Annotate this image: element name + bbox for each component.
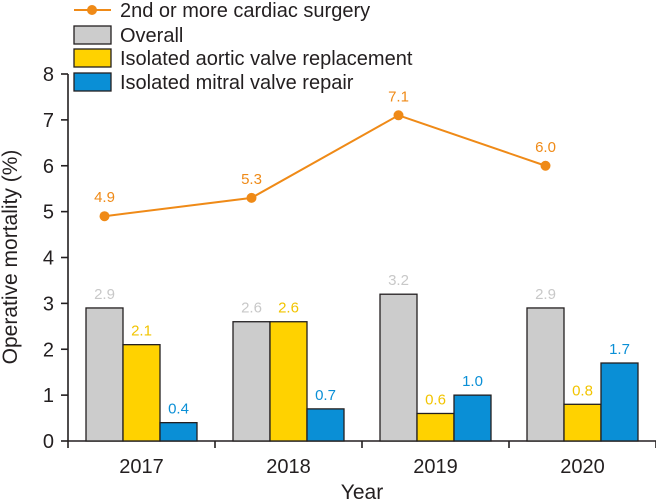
bar [306,408,345,442]
bar-data-label: 2.6 [241,300,262,317]
line-series [104,114,546,218]
y-tick-label: 4 [43,248,54,270]
bar [85,307,124,442]
legend-bar-swatch [73,48,112,68]
bar-data-label: 0.4 [168,401,189,418]
bars-group [85,293,639,442]
bar-data-label: 1.7 [609,341,630,358]
y-tick-label: 5 [43,202,54,224]
line-data-label: 6.0 [535,139,556,156]
y-tick-label: 6 [43,156,54,178]
data-labels-group: 2.9 2.6 3.2 2.9 2.1 2.6 0.6 0.8 0.4 0.7 1.0 1.7 4.9 5… [94,88,630,417]
legend-label: 2nd or more cardiac surgery [120,0,370,22]
legend: 2nd or more cardiac surgeryOverallIsolat… [73,0,413,94]
legend-label: Isolated aortic valve replacement [120,48,413,70]
y-tick-label: 1 [43,385,54,407]
bar [269,321,308,442]
bar [416,412,455,442]
legend-label: Overall [120,25,183,47]
bar [563,403,602,442]
x-axis: 2017 2018 2019 2020 [67,440,656,478]
x-axis-title: Year [341,481,383,504]
bar-data-label: 2.1 [131,323,152,340]
y-tick-label: 3 [43,293,54,315]
x-tick-label: 2018 [266,456,311,478]
legend-marker [87,5,97,15]
bar-data-label: 1.0 [462,373,483,390]
line-data-label: 4.9 [94,189,115,206]
line-point [393,110,404,121]
x-tick-label: 2017 [119,456,164,478]
bar-data-label: 2.6 [278,300,299,317]
y-axis: 0 1 2 3 4 5 6 7 8 [43,64,69,453]
y-tick-label: 2 [43,339,54,361]
bar-data-label: 0.7 [315,387,336,404]
bar [122,344,161,442]
bar-data-label: 2.9 [94,286,115,303]
bar-data-label: 3.2 [388,272,409,289]
x-tick-label: 2019 [413,456,458,478]
line-data-label: 5.3 [241,171,262,188]
line-data-label: 7.1 [388,88,409,105]
bar [159,421,198,442]
y-tick-label: 0 [43,431,54,453]
bar [232,321,271,442]
x-tick-label: 2020 [560,456,605,478]
line-point [246,192,257,203]
line-point [99,211,110,222]
bar-data-label: 0.8 [572,382,593,399]
y-tick-label: 8 [43,64,54,86]
y-axis-title: Operative mortality (%) [0,150,22,365]
bar [379,293,418,442]
y-tick-label: 7 [43,110,54,132]
bar-data-label: 2.9 [535,286,556,303]
bar [453,394,492,442]
line-point [540,160,551,171]
bar [526,307,565,442]
legend-bar-swatch [73,25,112,45]
bar [600,362,639,442]
legend-bar-swatch [73,72,112,92]
legend-label: Isolated mitral valve repair [120,72,354,94]
line-series-group [99,110,551,222]
bar-data-label: 0.6 [425,391,446,408]
